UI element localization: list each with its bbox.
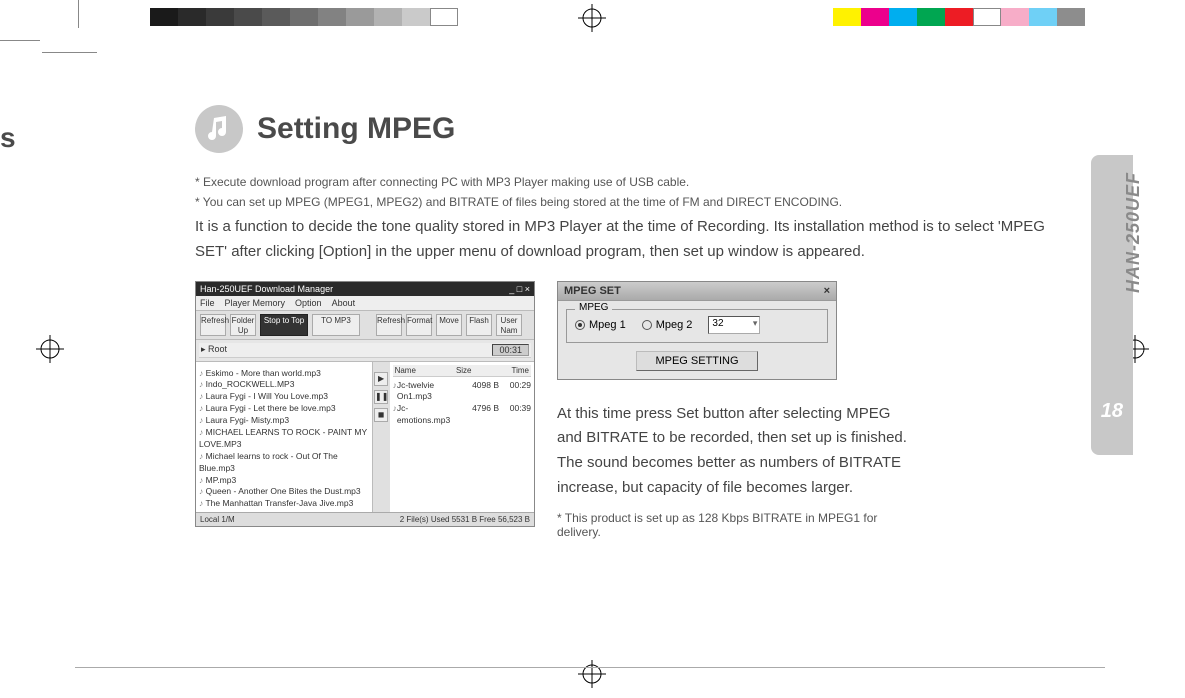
pause-button[interactable]: ❚❚ xyxy=(374,390,388,404)
cut-off-letter: s xyxy=(0,122,16,154)
crop-mark xyxy=(42,52,97,53)
window-controls-icon[interactable]: _ □ × xyxy=(509,284,530,294)
menu-item[interactable]: About xyxy=(332,298,356,308)
menu-item[interactable]: Option xyxy=(295,298,322,308)
color-swatch xyxy=(917,8,945,26)
window-title: Han-250UEF Download Manager xyxy=(200,284,333,294)
toolbar-button[interactable]: Refresh xyxy=(376,314,402,336)
mpeg-fieldset: MPEG Mpeg 1 Mpeg 2 32 xyxy=(566,309,828,343)
color-swatch xyxy=(833,8,861,26)
color-swatch xyxy=(150,8,178,26)
toolbar: RefreshFolder UpStop to TopTO MP3Refresh… xyxy=(196,311,534,340)
color-swatch xyxy=(430,8,458,26)
left-pane-header: Root xyxy=(208,344,227,354)
toolbar-button[interactable]: Stop to Top xyxy=(260,314,308,336)
list-item[interactable]: Laura Fygi - Let there be love.mp3 xyxy=(199,403,369,415)
list-item[interactable]: MP.mp3 xyxy=(199,475,369,487)
color-swatch xyxy=(290,8,318,26)
color-swatch xyxy=(374,8,402,26)
device-file-list[interactable]: Jc-twelvie On1.mp34098 B00:29Jc-emotions… xyxy=(393,380,531,428)
list-item[interactable]: Jc-twelvie On1.mp34098 B00:29 xyxy=(393,380,531,404)
color-swatch xyxy=(318,8,346,26)
toolbar-button[interactable]: TO MP3 xyxy=(312,314,360,336)
radio-mpeg1[interactable]: Mpeg 1 xyxy=(575,319,626,331)
toolbar-button[interactable]: Refresh xyxy=(200,314,226,336)
registration-mark-icon xyxy=(36,335,64,363)
color-swatch xyxy=(973,8,1001,26)
toolbar-button[interactable]: User Nam xyxy=(496,314,522,336)
body-paragraph: It is a function to decide the tone qual… xyxy=(195,215,1055,265)
fieldset-legend: MPEG xyxy=(575,302,612,313)
note-text: * You can set up MPEG (MPEG1, MPEG2) and… xyxy=(195,195,1055,209)
menu-item[interactable]: File xyxy=(200,298,215,308)
body-paragraph: At this time press Set button after sele… xyxy=(557,402,917,501)
mpeg-set-dialog: MPEG SET × MPEG Mpeg 1 Mpeg 2 32 MPEG SE… xyxy=(557,281,837,380)
toolbar-button[interactable]: Flash xyxy=(466,314,492,336)
col-size: Size xyxy=(456,366,472,375)
color-swatch xyxy=(1029,8,1057,26)
color-swatch xyxy=(945,8,973,26)
status-left: Local 1/M xyxy=(200,515,235,524)
list-item[interactable]: Laura Fygi - I Will You Love.mp3 xyxy=(199,391,369,403)
registration-mark-icon xyxy=(578,4,606,32)
radio-mpeg2[interactable]: Mpeg 2 xyxy=(642,319,693,331)
device-files-pane: Name Size Time Jc-twelvie On1.mp34098 B0… xyxy=(390,362,534,512)
time-meter: 00:31 xyxy=(492,344,529,356)
list-item[interactable]: Jc-emotions.mp34796 B00:39 xyxy=(393,403,531,427)
color-swatch xyxy=(262,8,290,26)
list-item[interactable]: Michael learns to rock - Out Of The Blue… xyxy=(199,451,369,475)
dialog-title: MPEG SET xyxy=(564,285,621,297)
col-time: Time xyxy=(512,366,529,375)
page-title: Setting MPEG xyxy=(257,112,455,146)
note-text: * Execute download program after connect… xyxy=(195,175,1055,189)
color-swatch xyxy=(889,8,917,26)
list-item[interactable]: The Manhattan Transfer-Java Jive.mp3 xyxy=(199,498,369,510)
crop-mark xyxy=(75,667,1105,668)
stop-button[interactable]: ◼ xyxy=(374,408,388,422)
menubar: File Player Memory Option About xyxy=(196,296,534,311)
crop-mark xyxy=(0,40,40,41)
local-files-pane: Eskimo - More than world.mp3Indo_ROCKWEL… xyxy=(196,362,373,512)
window-titlebar: Han-250UEF Download Manager _ □ × xyxy=(196,282,534,296)
color-swatch xyxy=(178,8,206,26)
note-text: * This product is set up as 128 Kbps BIT… xyxy=(557,511,917,539)
music-note-icon xyxy=(195,105,243,153)
list-item[interactable]: Eskimo - More than world.mp3 xyxy=(199,368,369,380)
download-manager-window: Han-250UEF Download Manager _ □ × File Pl… xyxy=(195,281,535,527)
statusbar: Local 1/M 2 File(s) Used 5531 B Free 56,… xyxy=(196,512,534,526)
page-number: 18 xyxy=(1101,400,1123,423)
list-item[interactable]: Laura Fygi- Misty.mp3 xyxy=(199,415,369,427)
file-list[interactable]: Eskimo - More than world.mp3Indo_ROCKWEL… xyxy=(199,368,369,512)
crop-mark xyxy=(78,0,79,28)
color-swatch xyxy=(1057,8,1085,26)
bitrate-combo[interactable]: 32 xyxy=(708,316,760,334)
color-swatch xyxy=(234,8,262,26)
color-swatch xyxy=(1001,8,1029,26)
close-icon[interactable]: × xyxy=(824,285,830,297)
col-name: Name xyxy=(395,366,416,375)
list-item[interactable]: Indo_ROCKWELL.MP3 xyxy=(199,379,369,391)
color-swatch xyxy=(206,8,234,26)
list-item[interactable]: Queen - Another One Bites the Dust.mp3 xyxy=(199,486,369,498)
toolbar-button[interactable]: Move xyxy=(436,314,462,336)
model-label: HAN-250UEF xyxy=(1123,172,1144,293)
color-swatch xyxy=(402,8,430,26)
list-item[interactable]: U2 - Sunday Bloody Sunday(Live).mp3 xyxy=(199,510,369,511)
toolbar-button[interactable]: Format xyxy=(406,314,432,336)
registration-mark-icon xyxy=(578,660,606,688)
color-swatch xyxy=(346,8,374,26)
status-right: 2 File(s) Used 5531 B Free 56,523 B xyxy=(400,515,530,524)
list-item[interactable]: MICHAEL LEARNS TO ROCK - PAINT MY LOVE.M… xyxy=(199,427,369,451)
color-swatch xyxy=(861,8,889,26)
page-content: Setting MPEG * Execute download program … xyxy=(195,105,1055,545)
toolbar-button[interactable]: Folder Up xyxy=(230,314,256,336)
transfer-right-button[interactable]: ▶ xyxy=(374,372,388,386)
mpeg-setting-button[interactable]: MPEG SETTING xyxy=(636,351,757,371)
menu-item[interactable]: Player Memory xyxy=(225,298,286,308)
